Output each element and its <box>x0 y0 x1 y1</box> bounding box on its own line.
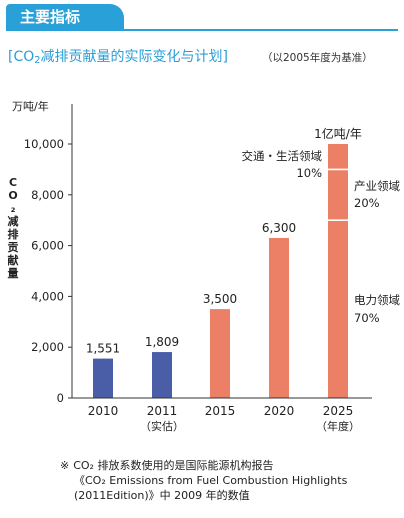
bar-value-label: 6,300 <box>262 221 296 235</box>
bar-value-label: 1,809 <box>145 335 179 349</box>
segment-share-industry: 20% <box>354 196 380 210</box>
y-axis-label: CO₂减排贡献量 <box>7 176 19 280</box>
y-tick-label: 8,000 <box>31 188 64 202</box>
y-tick-label: 4,000 <box>31 289 64 303</box>
bar-value-label: 1亿吨/年 <box>314 126 362 141</box>
y-axis-unit: 万吨/年 <box>12 100 49 113</box>
segment-share-electric: 70% <box>354 311 380 325</box>
bar-value-label: 1,551 <box>86 342 120 356</box>
footnote-line: 《CO₂ Emissions from Fuel Combustion High… <box>74 474 348 487</box>
segment-label-industry: 产业领域 <box>354 179 400 193</box>
x-tick-label: 2015 <box>205 404 236 418</box>
y-tick-label: 6,000 <box>31 239 64 253</box>
segment-label-transport: 交通・生活领域 <box>242 149 323 163</box>
x-tick-label: 2020 <box>264 404 295 418</box>
y-tick-label: 2,000 <box>31 340 64 354</box>
header-divider <box>6 29 398 31</box>
bar-2025-electric <box>328 220 348 398</box>
bar-2025-transport <box>328 144 348 170</box>
bar-chart: 0 2,000 4,000 6,000 8,000 10,000 1,551 2010 1,80… <box>24 104 400 433</box>
footnote-line: CO₂ 排放系数使用的是国际能源机构报告 <box>73 459 274 472</box>
bar-2010 <box>93 358 113 398</box>
y-tick-label: 0 <box>57 391 64 405</box>
x-tick-label: 2010 <box>88 404 119 418</box>
chart-subtitle: （以2005年度为基准） <box>262 52 373 64</box>
x-tick-sublabel: （实估） <box>140 419 184 433</box>
segment-share-transport: 10% <box>296 166 322 180</box>
footnote: ※ CO₂ 排放系数使用的是国际能源机构报告 《CO₂ Emissions fro… <box>60 458 347 503</box>
x-tick-label: 2011 <box>147 404 178 418</box>
section-header-tab: 主要指标 <box>6 4 124 31</box>
footnote-line: (2011Edition)》中 2009 年的数值 <box>74 489 250 502</box>
chart-title: [CO2减排贡献量的实际变化与计划] <box>8 49 228 66</box>
bar-value-label: 3,500 <box>203 292 237 306</box>
footnote-mark: ※ <box>60 459 70 472</box>
bar-2020 <box>269 237 289 398</box>
bar-2015 <box>210 309 230 398</box>
x-tick-sublabel: （年度） <box>316 419 360 433</box>
bar-2025-industry <box>328 169 348 221</box>
bar-2011 <box>152 352 172 398</box>
segment-label-electric: 电力领域 <box>354 293 400 307</box>
y-tick-label: 10,000 <box>24 137 64 151</box>
x-tick-label: 2025 <box>323 404 354 418</box>
